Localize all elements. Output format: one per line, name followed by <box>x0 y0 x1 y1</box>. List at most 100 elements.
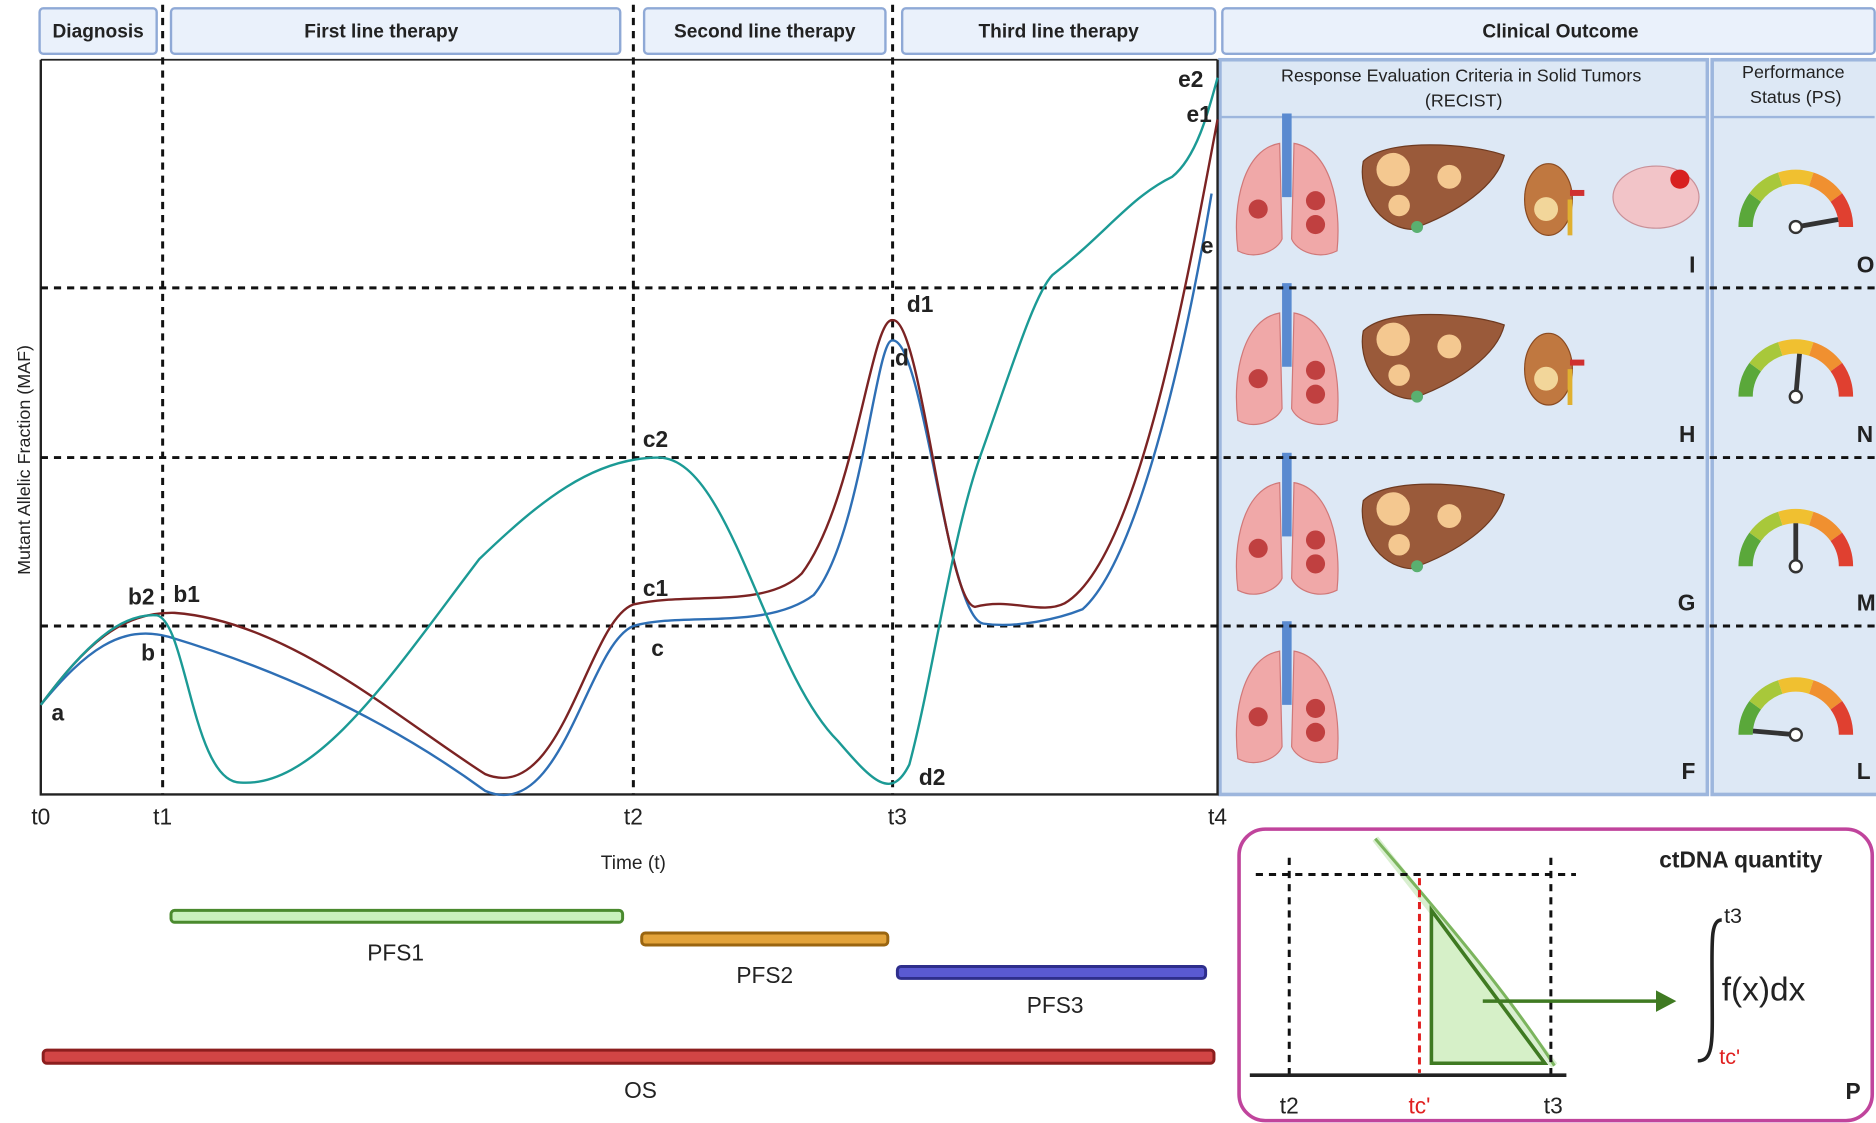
inset-title: ctDNA quantity <box>1659 846 1822 872</box>
phase-label: Clinical Outcome <box>1482 21 1638 42</box>
integrand: f(x)dx <box>1722 971 1806 1008</box>
title-line: Status (PS) <box>1750 87 1842 107</box>
point-label: b2 <box>128 584 154 610</box>
time-label: t4 <box>1208 803 1227 829</box>
tumor <box>1249 707 1268 726</box>
gallbladder <box>1411 221 1423 233</box>
time-label: t0 <box>31 803 50 829</box>
vessel <box>1570 190 1584 196</box>
os-bar <box>43 1050 1214 1063</box>
title-line: Performance <box>1742 62 1845 82</box>
phase-label: Third line therapy <box>978 21 1139 42</box>
lesion <box>1376 323 1409 356</box>
gauge-segment <box>1780 516 1811 518</box>
x-axis-label: Time (t) <box>601 853 666 874</box>
tumor <box>1306 385 1325 404</box>
lower-limit: tc' <box>1719 1045 1740 1069</box>
lesion <box>1670 170 1689 189</box>
point-label: d2 <box>919 764 945 790</box>
time-label: t1 <box>153 803 172 829</box>
lesion <box>1388 534 1410 556</box>
gauge-hub <box>1790 391 1802 403</box>
point-label: e2 <box>1178 66 1203 92</box>
lesion <box>1534 197 1558 221</box>
gauge-segment <box>1780 177 1811 179</box>
tumor <box>1306 723 1325 742</box>
vessel <box>1570 360 1584 366</box>
recist-grade: F <box>1682 758 1696 784</box>
upper-limit: t3 <box>1724 904 1742 928</box>
tumor <box>1306 699 1325 718</box>
inset-axis-label: tc' <box>1408 1092 1430 1118</box>
gauge-hub <box>1790 560 1802 572</box>
phase-label: Diagnosis <box>52 21 143 42</box>
lesion <box>1534 367 1558 391</box>
survival-label: PFS2 <box>736 962 793 988</box>
survival-label: OS <box>624 1077 657 1103</box>
lesion <box>1437 504 1461 528</box>
trachea <box>1282 283 1292 367</box>
title-line: Response Evaluation Criteria in Solid Tu… <box>1281 65 1641 85</box>
curve-red <box>41 119 1218 777</box>
pfs2-bar <box>642 933 888 945</box>
lesion <box>1388 364 1410 386</box>
ureter <box>1568 200 1573 236</box>
trachea <box>1282 453 1292 537</box>
survival-label: PFS3 <box>1027 992 1084 1018</box>
curve-blue <box>41 194 1212 795</box>
pfs3-bar <box>897 966 1205 978</box>
point-label: c1 <box>643 575 668 601</box>
recist-grade: I <box>1689 251 1695 277</box>
gauge-segment <box>1780 685 1811 687</box>
plot-frame <box>41 60 1218 795</box>
point-label: d <box>895 345 909 371</box>
gauge-hub <box>1790 221 1802 233</box>
survival-label: PFS1 <box>367 940 424 966</box>
trachea <box>1282 113 1292 197</box>
phase-label: First line therapy <box>304 21 458 42</box>
pfs1-bar <box>171 910 623 922</box>
point-label: b <box>141 640 155 666</box>
ps-grade: M <box>1857 590 1876 616</box>
tumor <box>1306 530 1325 549</box>
gallbladder <box>1411 560 1423 572</box>
gallbladder <box>1411 391 1423 403</box>
inset-axis-label: t3 <box>1544 1092 1563 1118</box>
page: ctDNA dynamics across therapy lines {"ph… <box>0 0 1876 1123</box>
ureter <box>1568 369 1573 405</box>
curve-teal <box>41 78 1218 784</box>
lesion <box>1437 335 1461 359</box>
gauge-segment <box>1780 346 1811 348</box>
maf-curves <box>41 78 1218 795</box>
phase-label: Second line therapy <box>674 21 856 42</box>
trachea <box>1282 621 1292 705</box>
lesion <box>1376 153 1409 186</box>
title-line: (RECIST) <box>1425 90 1503 110</box>
tumor <box>1306 215 1325 234</box>
ps-grade: O <box>1857 251 1875 277</box>
lesion <box>1376 492 1409 525</box>
figure: Diagnosis First line therapy Second line… <box>0 0 1876 1123</box>
tumor <box>1249 539 1268 558</box>
point-label: c2 <box>643 426 668 452</box>
brain-icon <box>1613 166 1699 228</box>
point-label: d1 <box>907 291 933 317</box>
tumor <box>1249 369 1268 388</box>
inset-axis-label: t2 <box>1280 1092 1299 1118</box>
time-label: t3 <box>888 803 907 829</box>
time-label: t2 <box>624 803 643 829</box>
point-label: b1 <box>173 581 199 607</box>
point-label: c <box>651 635 664 661</box>
survival-bars <box>43 910 1214 1063</box>
ps-grade: L <box>1857 758 1871 784</box>
tumor <box>1306 361 1325 380</box>
inset-corner-label: P <box>1846 1078 1861 1104</box>
gauge-hub <box>1790 729 1802 741</box>
recist-grade: G <box>1678 590 1696 616</box>
ps-grade: N <box>1857 421 1873 447</box>
lesion <box>1437 165 1461 189</box>
lesion <box>1388 195 1410 217</box>
point-label: e1 <box>1186 101 1211 127</box>
point-label: a <box>52 699 65 725</box>
tumor <box>1306 191 1325 210</box>
